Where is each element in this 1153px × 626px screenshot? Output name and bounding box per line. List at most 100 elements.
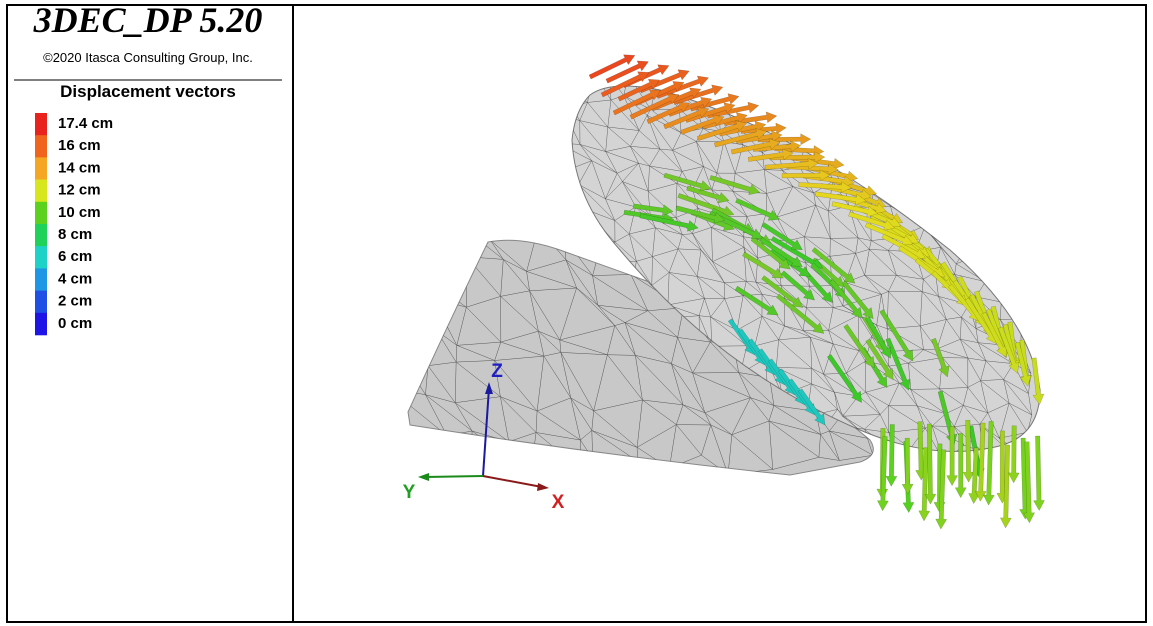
mesh-edge (912, 172, 934, 176)
mesh-edge (424, 223, 467, 257)
mesh-edge (963, 161, 989, 166)
mesh-edge (866, 138, 900, 145)
mesh-edge (777, 84, 778, 99)
mesh-edge (976, 95, 983, 122)
mesh-edge (983, 95, 996, 102)
mesh-edge (912, 97, 940, 102)
mesh-edge (804, 104, 834, 110)
mesh-edge (429, 435, 447, 479)
mesh-edge (979, 226, 1010, 230)
mesh-edge (1006, 81, 1026, 93)
mesh-edge (930, 145, 934, 172)
mesh-edge (466, 230, 490, 240)
mesh-edge (963, 166, 964, 186)
legend-swatch (35, 157, 47, 180)
mesh-edge (787, 122, 803, 132)
mesh-edge (997, 206, 1010, 230)
mesh-edge (872, 96, 888, 121)
mesh-edge (999, 147, 1004, 160)
mesh-edge (980, 77, 983, 95)
mesh-edge (996, 102, 997, 118)
mesh-edge (975, 121, 976, 146)
mesh-edge (934, 172, 964, 186)
mesh-edge (777, 99, 787, 121)
mesh-edge (915, 142, 930, 145)
mesh-edge (831, 118, 846, 150)
mesh-edge (909, 102, 912, 119)
mesh-edge (532, 466, 581, 470)
mesh-edge (581, 459, 593, 470)
mesh-edge (1008, 230, 1010, 262)
mesh-edge (568, 181, 573, 203)
mesh-edge (980, 254, 1007, 262)
mesh-edge (1018, 151, 1031, 174)
mesh-edge (999, 159, 1024, 197)
mesh-edge (573, 203, 580, 236)
mesh-edge (895, 84, 900, 99)
mesh-edge (398, 422, 428, 479)
mesh-edge (864, 96, 872, 120)
mesh-edge (1022, 300, 1028, 319)
mesh-edge (935, 212, 969, 243)
mesh-edge (471, 431, 472, 465)
mesh-edge (897, 164, 925, 197)
mesh-edge (1008, 263, 1010, 283)
mesh-edge (896, 164, 897, 195)
mesh-edge (405, 258, 413, 293)
mesh-edge (939, 97, 940, 125)
mesh-edge (852, 94, 854, 128)
mesh-edge (895, 99, 910, 120)
mesh-edge (432, 298, 436, 331)
mesh-edge (933, 84, 963, 105)
mesh-edge (412, 293, 436, 330)
legend-title: Displacement vectors (60, 82, 236, 101)
arrow (877, 436, 888, 510)
mesh-edge (580, 209, 584, 236)
mesh-edge (1001, 282, 1009, 302)
legend-label: 14 cm (58, 159, 101, 176)
mesh-edge (897, 164, 912, 176)
mesh-edge (558, 117, 567, 143)
mesh-edge (935, 205, 958, 212)
mesh-edge (412, 293, 432, 298)
mesh-edge (1010, 282, 1028, 300)
mesh-edge (846, 150, 865, 176)
mesh-edge (573, 203, 584, 209)
mesh-edge (831, 118, 834, 150)
mesh-edge (852, 94, 865, 119)
mesh-edge (997, 206, 1019, 214)
mesh-edge (562, 234, 580, 236)
mesh-edge (602, 242, 615, 262)
mesh-edge (969, 243, 980, 255)
mesh-edge (400, 354, 428, 366)
mesh-edge (1018, 121, 1020, 151)
axis-y: Y (403, 482, 416, 503)
mesh-edge (900, 82, 913, 84)
mesh-edge (593, 459, 638, 461)
mesh-edge (567, 106, 571, 117)
legend-swatch (35, 180, 47, 203)
mesh-edge (975, 146, 989, 161)
mesh-edge (756, 75, 759, 98)
mesh-edge (997, 186, 1003, 206)
mesh-edge (965, 143, 989, 161)
mesh-edge (1022, 241, 1030, 249)
mesh-edge (998, 118, 1021, 121)
mesh-edge (1010, 230, 1022, 250)
mesh-edge (1010, 272, 1031, 283)
mesh-edge (835, 94, 852, 104)
mesh-edge (831, 104, 835, 118)
mesh-edge (996, 81, 1006, 102)
mesh-edge (958, 205, 986, 206)
mesh-edge (975, 146, 999, 159)
mesh-edge (980, 77, 1006, 81)
mesh-edge (471, 459, 511, 465)
mesh-edge (746, 78, 758, 97)
mesh-edge (558, 84, 587, 102)
mesh-edge (589, 459, 613, 460)
mesh-edge (989, 159, 999, 160)
mesh-edge (958, 205, 979, 226)
mesh-edge (564, 172, 579, 185)
mesh-edge (897, 138, 899, 163)
mesh-edge (424, 223, 467, 230)
